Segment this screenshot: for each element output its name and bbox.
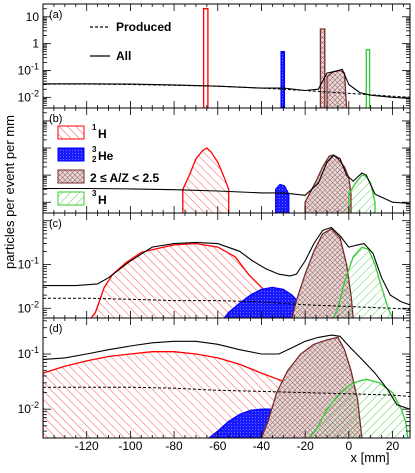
panel-2: 10-2 10-1 (c) xyxy=(18,212,411,319)
all-line xyxy=(43,68,410,100)
component-fill-A/Z xyxy=(292,228,354,318)
panel-plot-area xyxy=(43,8,410,108)
y-tick-label: 10-2 xyxy=(18,88,39,104)
legend-b: 1 H32 He2 ≤ A/Z < 2.53 H xyxy=(57,123,159,207)
component-fill-A/Z xyxy=(320,29,325,108)
panel-label: (a) xyxy=(49,9,62,21)
component-line-A/Z xyxy=(319,28,326,108)
legend-a: Produced All xyxy=(90,20,171,63)
x-tick-label: -80 xyxy=(165,439,183,453)
x-tick-label: -40 xyxy=(253,439,271,453)
y-tick-label: 10 xyxy=(26,10,40,24)
panel-label: (d) xyxy=(49,323,62,335)
x-axis-label: x [mm] xyxy=(351,450,390,465)
produced-line xyxy=(43,297,410,310)
component-line-A/Z xyxy=(260,336,363,438)
legend-all-label: All xyxy=(116,49,131,63)
legend-b-label: H xyxy=(98,193,107,207)
y-tick-label: 10-1 xyxy=(18,345,39,361)
y-tick-label: 10-2 xyxy=(18,299,39,315)
all-line xyxy=(43,226,410,306)
panel-label: (c) xyxy=(49,218,62,230)
legend-produced-label: Produced xyxy=(116,20,171,34)
component-fill-1H xyxy=(91,243,295,318)
component-line-1H xyxy=(202,8,209,108)
legend-b-mass-number: 3 xyxy=(92,145,97,154)
component-line-3He xyxy=(280,51,286,108)
y-tick-label: 10-1 xyxy=(18,61,39,77)
x-tick-label: 20 xyxy=(386,439,400,453)
component-line-3H xyxy=(365,48,371,108)
component-fill-A/Z2 xyxy=(327,70,347,108)
panel-plot-area xyxy=(43,147,410,213)
component-fill-3H xyxy=(333,247,393,318)
x-tick-label: -100 xyxy=(118,439,142,453)
x-tick-label: -60 xyxy=(209,439,227,453)
legend-b-label: 2 ≤ A/Z < 2.5 xyxy=(90,171,159,185)
legend-b-swatch xyxy=(57,169,85,184)
produced-line xyxy=(43,386,410,397)
panel-plot-area xyxy=(43,226,410,318)
panel-frame xyxy=(42,317,411,439)
component-line-3H xyxy=(332,246,394,318)
panel-0: 10-2 10-1 1 10 (a) xyxy=(18,3,411,109)
legend-b-mass-number: 1 xyxy=(92,123,97,132)
legend-b-label: He xyxy=(98,149,114,163)
component-fill-3H xyxy=(309,379,408,438)
legend-b-label: H xyxy=(98,127,107,141)
y-tick-label: 10-1 xyxy=(18,255,39,271)
x-tick-label: -20 xyxy=(296,439,314,453)
y-tick-label: 1 xyxy=(32,37,39,51)
component-line-3H xyxy=(348,174,376,213)
component-fill-A/Z xyxy=(305,155,351,213)
legend-b-swatch xyxy=(57,125,85,140)
component-line-1H xyxy=(182,147,230,213)
panel-1: (b) xyxy=(42,107,411,214)
legend-b-atomic-number: 2 xyxy=(92,155,97,164)
all-line xyxy=(43,154,410,205)
panel-3: 10-2 10-1 (d) xyxy=(18,317,411,439)
legend-b-swatch xyxy=(57,147,85,162)
legend-b-swatch xyxy=(57,191,85,206)
x-tick-labels: -120 -100 -80 -60 -40 -20 0 20 xyxy=(75,439,400,453)
component-fill-3He xyxy=(224,287,310,318)
all-line xyxy=(43,334,410,410)
y-axis-label: particles per event per mm xyxy=(2,115,17,269)
component-fill-1H xyxy=(182,148,229,213)
y-tick-label: 10-2 xyxy=(18,400,39,416)
component-fill-3He xyxy=(281,51,285,108)
component-fill-3He xyxy=(275,184,289,213)
x-tick-label: -120 xyxy=(75,439,99,453)
x-tick-label: 0 xyxy=(345,439,352,453)
component-line-3H xyxy=(308,378,409,438)
legend-b-mass-number: 3 xyxy=(92,189,97,198)
panel-label: (b) xyxy=(49,113,62,125)
panel-plot-area xyxy=(43,334,410,438)
